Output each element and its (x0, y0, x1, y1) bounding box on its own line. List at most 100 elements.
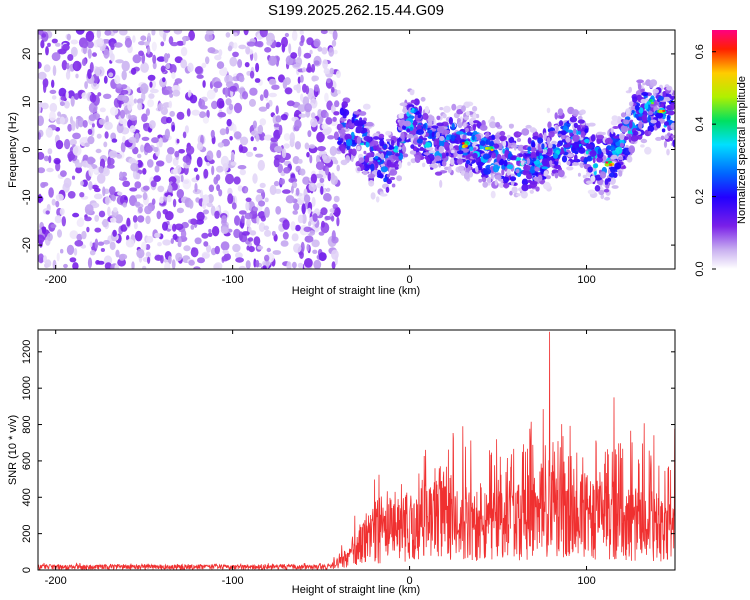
heatmap-cell (308, 221, 312, 227)
heatmap-cell (169, 64, 177, 74)
heatmap-cell (456, 158, 463, 165)
heatmap-cell (202, 253, 210, 259)
heatmap-cell (305, 85, 310, 95)
heatmap-cell (111, 138, 118, 143)
heatmap-cell (306, 37, 314, 46)
heatmap-cell (510, 144, 518, 149)
heatmap-cell (109, 106, 119, 116)
heatmap-cell (81, 58, 87, 66)
snr-frame (37, 329, 676, 571)
heatmap-cell (103, 240, 110, 245)
heatmap-cell (292, 156, 300, 165)
heatmap-cell (428, 150, 436, 154)
heatmap-cell (87, 156, 95, 165)
heatmap-cell (140, 35, 147, 41)
heatmap-cell (590, 134, 596, 142)
heatmap-cell (268, 55, 277, 66)
heatmap-cell (63, 100, 70, 109)
heatmap-cell (518, 153, 524, 158)
heatmap-cell (117, 94, 127, 101)
heatmap-cell (615, 146, 623, 155)
heatmap-cell (321, 123, 328, 130)
heatmap-cell (258, 106, 268, 112)
heatmap-cell (255, 62, 260, 73)
heatmap-cell (55, 162, 61, 172)
heatmap-cell (88, 114, 97, 122)
snr-x-tick-label: 100 (577, 575, 595, 587)
heatmap-cell (627, 130, 632, 134)
heatmap-cell (410, 89, 415, 93)
heatmap-cell (124, 37, 132, 48)
heatmap-cell (523, 164, 531, 172)
heatmap-cell (456, 150, 464, 155)
heatmap-cell (116, 153, 123, 159)
heatmap-cell (81, 92, 88, 99)
heatmap-cell (587, 166, 593, 173)
heatmap-cell (334, 159, 339, 165)
heatmap-cell (588, 122, 596, 127)
heatmap-cell (122, 180, 131, 187)
heatmap-cell (363, 135, 371, 142)
heatmap-cell (495, 132, 501, 141)
heatmap-cell (537, 174, 543, 182)
heatmap-cell (380, 166, 388, 173)
heatmap-cell (482, 153, 490, 160)
heatmap-cell (324, 92, 329, 103)
heatmap-cell (263, 89, 269, 99)
heatmap-y-tick-label: 10 (21, 96, 33, 108)
heatmap-cell (272, 250, 282, 255)
heatmap-cell (54, 159, 61, 165)
heatmap-cell (535, 151, 540, 157)
heatmap-cell (350, 155, 354, 162)
heatmap-cell (507, 134, 511, 139)
heatmap-cell (351, 148, 357, 157)
heatmap-cell (69, 257, 77, 263)
heatmap-cell (227, 45, 233, 52)
heatmap-cell (367, 152, 375, 158)
heatmap-cell (248, 246, 255, 253)
heatmap-cell (503, 159, 508, 167)
heatmap-cell (202, 194, 210, 206)
heatmap-cell (307, 93, 316, 100)
heatmap-cell (244, 212, 253, 220)
heatmap-cell (52, 65, 57, 77)
heatmap-cell (264, 254, 270, 262)
heatmap-cell (259, 118, 267, 126)
heatmap-cell (230, 161, 237, 166)
heatmap-cell (104, 131, 109, 139)
heatmap-cell (206, 150, 214, 161)
heatmap-cell (612, 126, 619, 129)
heatmap-cell (171, 259, 176, 269)
heatmap-cell (84, 204, 94, 215)
heatmap-cell (340, 159, 348, 166)
heatmap-cell (358, 157, 365, 164)
heatmap-cell (51, 52, 61, 62)
heatmap-cell (222, 163, 229, 172)
heatmap-cell (547, 121, 552, 129)
heatmap-peak (484, 147, 489, 150)
heatmap-cell (284, 32, 289, 38)
heatmap-cell (275, 115, 282, 123)
heatmap-cell (116, 83, 123, 89)
heatmap-cell (103, 141, 108, 148)
heatmap-cell (98, 166, 104, 174)
heatmap-cell (585, 150, 589, 155)
heatmap-cell (182, 155, 190, 163)
heatmap-cell (183, 245, 191, 252)
heatmap-cell (282, 231, 289, 240)
heatmap-cell (88, 166, 94, 177)
heatmap-cell (71, 175, 76, 180)
heatmap-cell (219, 128, 227, 136)
heatmap-cell (156, 56, 166, 62)
heatmap-cell (82, 120, 88, 128)
heatmap-cell (96, 37, 105, 47)
heatmap-cell (468, 146, 474, 152)
colorbar-tick-label: 0.2 (694, 189, 706, 204)
heatmap-cell (151, 30, 156, 36)
heatmap-cell (156, 210, 162, 220)
heatmap-cell (196, 156, 203, 168)
heatmap-cell (571, 162, 579, 166)
heatmap-cell (147, 159, 154, 168)
heatmap-cell (127, 101, 133, 111)
heatmap-cell (172, 167, 178, 175)
